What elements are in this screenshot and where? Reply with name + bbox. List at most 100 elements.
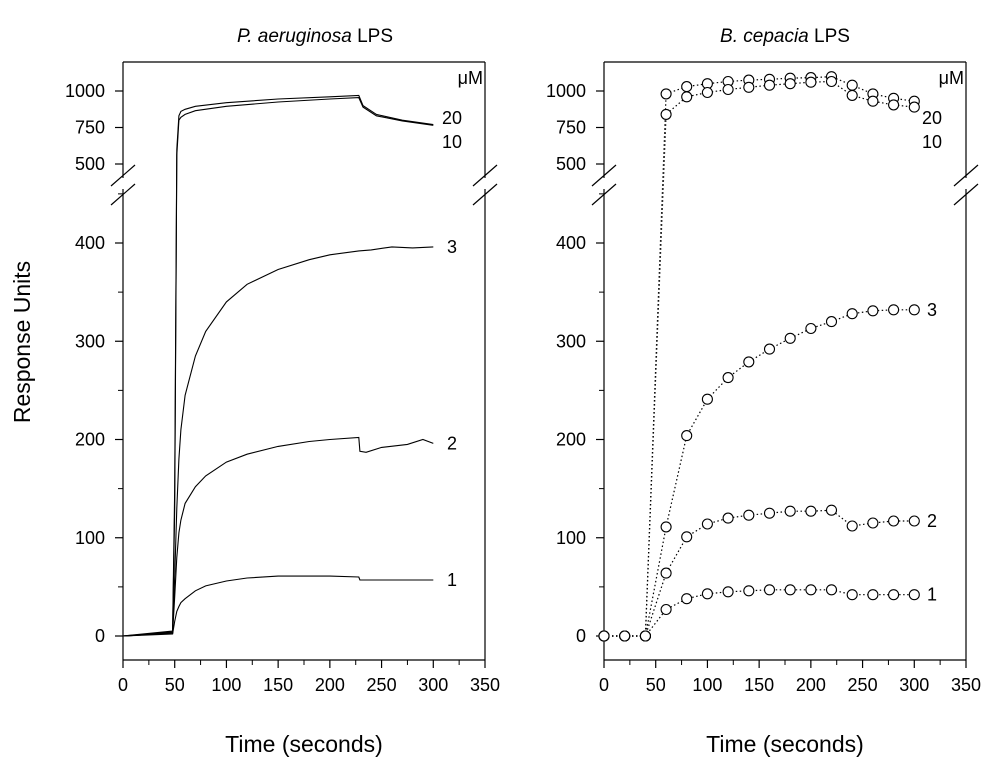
data-point-2 bbox=[681, 531, 693, 543]
data-point-10 bbox=[722, 83, 734, 96]
data-point-2 bbox=[722, 512, 734, 524]
x-axis-label: Time (seconds) bbox=[706, 731, 864, 757]
data-point-1 bbox=[619, 630, 631, 642]
data-point-1 bbox=[681, 593, 693, 605]
data-point-3 bbox=[681, 430, 693, 442]
data-point-10 bbox=[701, 86, 713, 99]
data-point-2 bbox=[867, 517, 879, 529]
data-point-1 bbox=[825, 584, 838, 596]
series-label-10: 10 bbox=[922, 132, 942, 152]
data-point-1 bbox=[701, 588, 713, 600]
data-point-1 bbox=[660, 603, 672, 616]
series-line-3 bbox=[122, 246, 434, 637]
series-line-2 bbox=[122, 436, 434, 637]
chart-title-italic: B. cepacia bbox=[720, 26, 809, 47]
data-point-2 bbox=[805, 505, 817, 517]
chart-title: P. aeruginosa LPS bbox=[237, 26, 393, 47]
y-axis-label: Response Units bbox=[9, 261, 35, 423]
y-tick-label: 500 bbox=[556, 154, 586, 174]
data-point-10 bbox=[846, 89, 858, 101]
series-line-1 bbox=[122, 575, 434, 637]
data-point-3 bbox=[908, 304, 920, 316]
axis-break-mark bbox=[110, 183, 136, 206]
x-tick-label: 200 bbox=[796, 675, 826, 695]
x-tick-label: 0 bbox=[599, 675, 609, 695]
data-point-1 bbox=[639, 630, 651, 642]
data-point-3 bbox=[763, 343, 776, 355]
chart-title: B. cepacia LPS bbox=[720, 26, 850, 47]
data-point-2 bbox=[763, 507, 776, 519]
data-point-1 bbox=[805, 584, 817, 596]
data-point-10 bbox=[867, 95, 879, 107]
series-line-3 bbox=[604, 309, 915, 637]
data-point-10 bbox=[660, 108, 672, 120]
y-tick-label: 750 bbox=[75, 118, 105, 138]
data-point-1 bbox=[598, 630, 610, 642]
x-tick-label: 350 bbox=[470, 675, 500, 695]
data-point-1 bbox=[908, 589, 920, 601]
data-point-10 bbox=[888, 99, 900, 111]
series-label-10: 10 bbox=[442, 132, 462, 152]
y-tick-label: 100 bbox=[556, 528, 586, 548]
series-line-2 bbox=[604, 509, 915, 637]
data-point-3 bbox=[888, 304, 900, 316]
data-point-10 bbox=[763, 79, 776, 91]
chart-title-rest: LPS bbox=[352, 26, 393, 47]
chart-title-rest: LPS bbox=[809, 26, 850, 47]
chart-title-italic: P. aeruginosa bbox=[237, 26, 352, 47]
data-point-20 bbox=[660, 88, 672, 100]
data-point-2 bbox=[784, 505, 796, 517]
data-point-10 bbox=[805, 76, 817, 88]
series-line-20 bbox=[122, 94, 434, 637]
x-tick-label: 200 bbox=[315, 675, 345, 695]
data-point-3 bbox=[722, 372, 734, 384]
series-label-2: 2 bbox=[927, 511, 937, 531]
series-line-10 bbox=[122, 97, 434, 637]
data-point-1 bbox=[888, 589, 900, 601]
data-point-3 bbox=[846, 308, 858, 320]
series-label-3: 3 bbox=[447, 237, 457, 257]
data-point-2 bbox=[660, 567, 672, 579]
x-axis-label: Time (seconds) bbox=[225, 731, 383, 757]
x-tick-label: 250 bbox=[367, 675, 397, 695]
x-tick-label: 50 bbox=[165, 675, 185, 695]
series-label-3: 3 bbox=[927, 300, 937, 320]
x-tick-label: 100 bbox=[211, 675, 241, 695]
data-point-1 bbox=[867, 589, 879, 601]
unit-label: μM bbox=[939, 68, 964, 88]
data-point-1 bbox=[784, 584, 796, 596]
x-tick-label: 0 bbox=[118, 675, 128, 695]
data-point-1 bbox=[722, 586, 734, 598]
y-tick-label: 400 bbox=[75, 233, 105, 253]
data-point-10 bbox=[908, 101, 920, 113]
data-point-2 bbox=[846, 520, 858, 532]
axis-break-mark bbox=[110, 164, 136, 187]
data-point-20 bbox=[846, 79, 858, 91]
unit-label: μM bbox=[458, 68, 483, 88]
y-tick-label: 500 bbox=[75, 154, 105, 174]
data-point-1 bbox=[763, 584, 776, 596]
x-tick-label: 300 bbox=[418, 675, 448, 695]
axis-break-mark bbox=[953, 183, 979, 206]
data-point-3 bbox=[701, 393, 713, 405]
y-tick-label: 100 bbox=[75, 528, 105, 548]
data-point-10 bbox=[825, 75, 838, 88]
series-label-20: 20 bbox=[442, 108, 462, 128]
x-tick-label: 50 bbox=[646, 675, 666, 695]
data-point-10 bbox=[743, 81, 755, 93]
data-point-3 bbox=[743, 356, 755, 368]
axis-break-mark bbox=[591, 164, 617, 187]
y-tick-label: 0 bbox=[576, 626, 586, 646]
y-tick-label: 1000 bbox=[65, 81, 105, 101]
y-tick-label: 300 bbox=[556, 331, 586, 351]
axis-break-mark bbox=[591, 183, 617, 206]
axis-break-mark bbox=[472, 183, 498, 206]
data-point-2 bbox=[743, 509, 755, 521]
data-point-3 bbox=[867, 305, 879, 317]
data-point-3 bbox=[825, 316, 838, 328]
data-point-20 bbox=[681, 81, 693, 93]
data-point-1 bbox=[743, 585, 755, 597]
